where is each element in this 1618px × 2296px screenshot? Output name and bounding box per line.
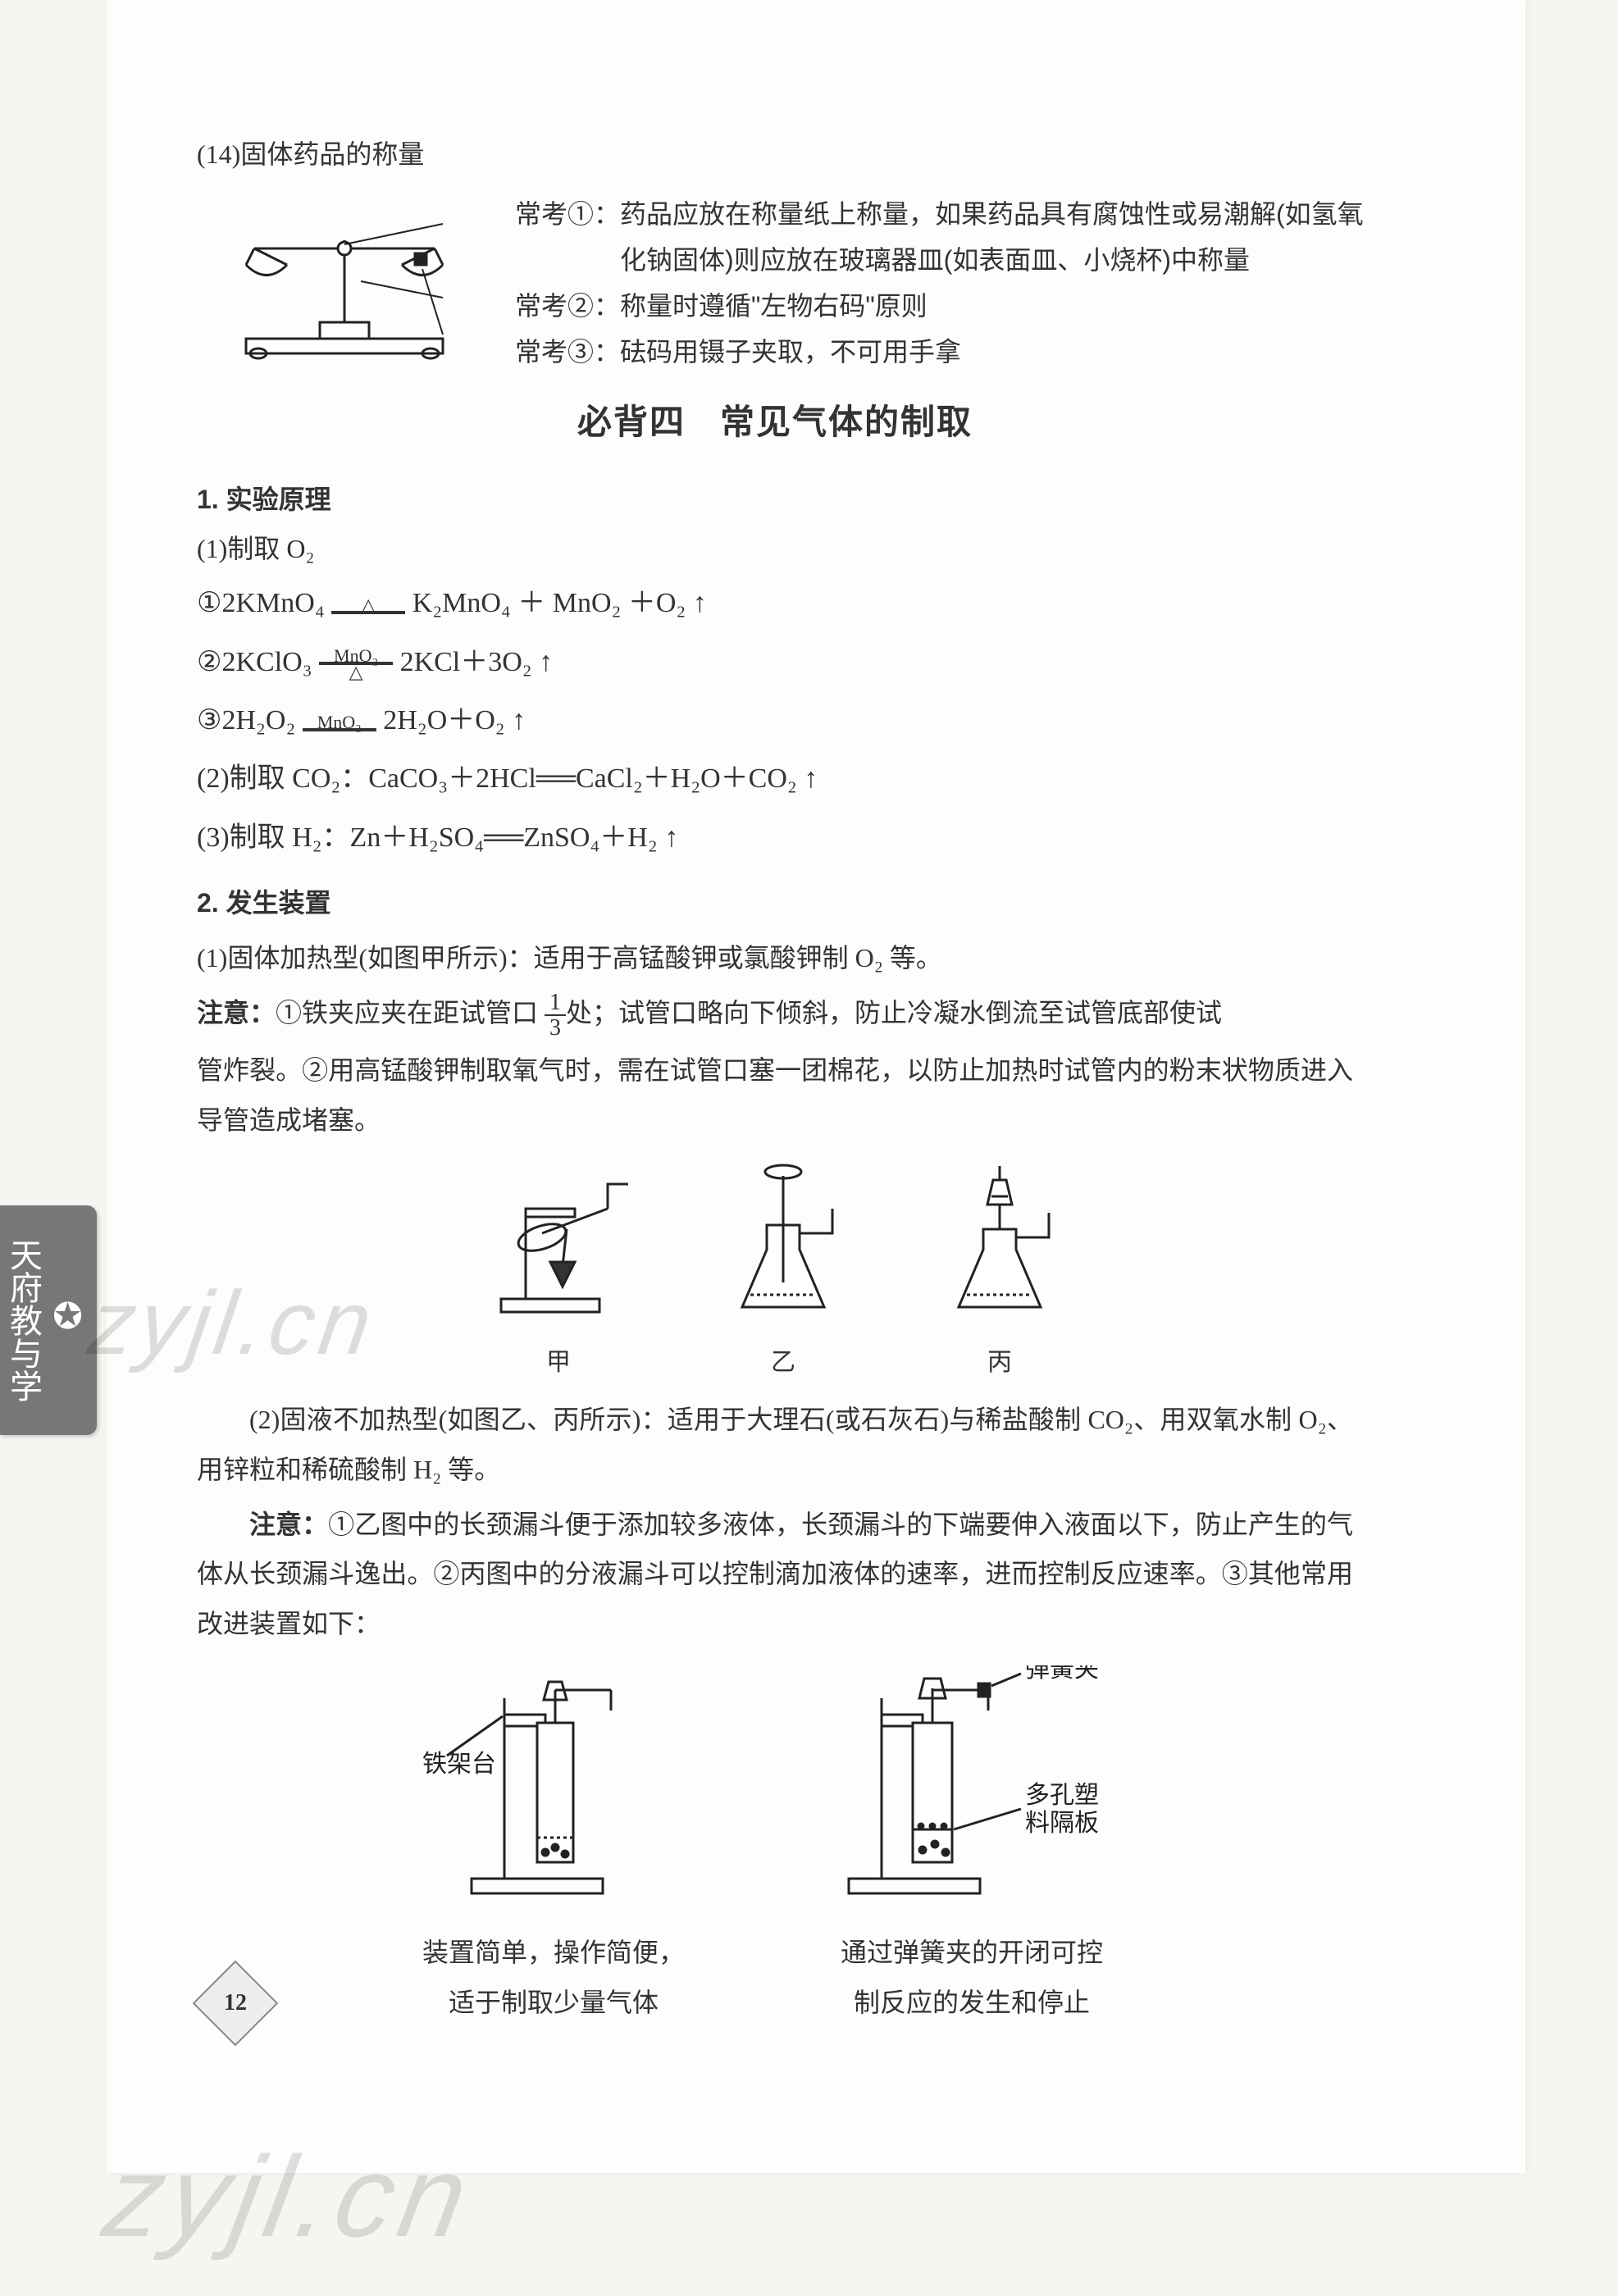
side-tab-text: 天府教与学	[5, 1238, 41, 1402]
improved-left: 铁架台 装置简单，操作简便， 适于制取少量气体	[422, 1665, 685, 2027]
note-a-2a: ①铁夹应夹在距试管口	[276, 998, 538, 1027]
note2-tag: 常考②：	[515, 283, 620, 329]
right-label-1: 弹簧夹	[1025, 1665, 1099, 1683]
eq1-pre: ①2KMnO₄	[197, 588, 325, 618]
eq2-pre: ②2KClO₃	[197, 647, 312, 677]
improved-apparatus-left: 铁架台	[422, 1665, 685, 1911]
equation-3: ③2H₂O₂ MnO₂ 2H₂O＋O₂ ↑	[197, 691, 1378, 749]
balance-notes: 常考①： 药品应放在称量纸上称量，如果药品具有腐蚀性或易潮解(如氢氧化钠固体)则…	[515, 191, 1378, 375]
heading-14: (14)固体药品的称量	[197, 130, 1378, 180]
frac-den: 3	[545, 1016, 566, 1040]
right-cap-1: 通过弹簧夹的开闭可控	[816, 1928, 1128, 1978]
note-b: 注意：①乙图中的长颈漏斗便于添加较多液体，长颈漏斗的下端要伸入液面以下，防止产生…	[197, 1500, 1353, 1649]
title4-a: 必背四	[577, 403, 686, 441]
note1-tag: 常考①：	[515, 191, 620, 283]
title4-b: 常见气体的制取	[720, 403, 973, 441]
eq2-arrow: MnO₂ △	[319, 647, 393, 681]
note-a: 注意：①铁夹应夹在距试管口 1 3 处；试管口略向下倾斜，防止冷凝水倒流至试管底…	[197, 988, 1353, 1041]
side-tab: ✪ 天府教与学	[0, 1205, 97, 1435]
fig-label-c: 丙	[934, 1339, 1065, 1386]
right-cap-2: 制反应的发生和停止	[816, 1978, 1128, 2028]
content: (14)固体药品的称量	[172, 130, 1378, 2027]
improved-devices-row: 铁架台 装置简单，操作简便， 适于制取少量气体	[172, 1665, 1378, 2027]
right-label-2b: 料隔板	[1025, 1810, 1099, 1837]
device-1: (1)固体加热型(如图甲所示)：适用于高锰酸钾或氯酸钾制 O₂ 等。	[197, 933, 1353, 983]
section-title-4: 必背四常见气体的制取	[172, 390, 1378, 455]
note-a-label: 注意：	[197, 998, 276, 1027]
note-2: 常考②： 称量时遵循"左物右码"原则	[515, 283, 1378, 329]
note3-text: 砝码用镊子夹取，不可用手拿	[620, 329, 961, 375]
device-2: (2)固液不加热型(如图乙、丙所示)：适用于大理石(或石灰石)与稀盐酸制 CO₂…	[197, 1395, 1353, 1495]
balance-scale-diagram	[197, 191, 492, 371]
o2-label: (1)制取 O₂	[197, 524, 1378, 574]
note-b-text: ①乙图中的长颈漏斗便于添加较多液体，长颈漏斗的下端要伸入液面以下，防止产生的气体…	[197, 1510, 1353, 1639]
equation-1: ①2KMnO₄ △ K₂MnO₄ ＋ MnO₂ ＋O₂ ↑	[197, 574, 1378, 632]
eq2-post: 2KCl＋3O₂ ↑	[400, 647, 554, 677]
eq2-bot: △	[319, 663, 393, 681]
note1-text: 药品应放在称量纸上称量，如果药品具有腐蚀性或易潮解(如氢氧化钠固体)则应放在玻璃…	[620, 191, 1378, 283]
note2-text: 称量时遵循"左物右码"原则	[620, 283, 928, 329]
eq3-arrow: MnO₂	[303, 713, 376, 731]
page: (14)固体药品的称量	[107, 0, 1525, 2173]
apparatus-yi	[718, 1159, 849, 1323]
bulb-icon: ✪	[47, 1230, 89, 1402]
improved-right: 弹簧夹 多孔塑 料隔板 通过弹簧夹的开闭可控 制反应的发生和停止	[816, 1665, 1128, 2027]
figure-row-abc: 甲 乙 丙	[172, 1159, 1378, 1387]
eq1-post: K₂MnO₄ ＋ MnO₂ ＋O₂ ↑	[412, 588, 707, 618]
left-cap-1: 装置简单，操作简便，	[422, 1928, 685, 1978]
heading-principle: 1. 实验原理	[197, 475, 1378, 525]
note-a-2b: 处；试管口略向下倾斜，防止冷凝水倒流至试管底部使试	[566, 998, 1222, 1027]
fraction: 1 3	[545, 991, 566, 1041]
eq3-post: 2H₂O＋O₂ ↑	[383, 705, 526, 736]
improved-apparatus-right: 弹簧夹 多孔塑 料隔板	[816, 1665, 1128, 1911]
frac-num: 1	[545, 991, 566, 1016]
eq1-arrow: △	[331, 596, 405, 614]
note-1: 常考①： 药品应放在称量纸上称量，如果药品具有腐蚀性或易潮解(如氢氧化钠固体)则…	[515, 191, 1378, 283]
note-b-label: 注意：	[249, 1510, 328, 1539]
equation-2: ②2KClO₃ MnO₂ △ 2KCl＋3O₂ ↑	[197, 633, 1378, 691]
note3-tag: 常考③：	[515, 329, 620, 375]
right-label-2a: 多孔塑	[1025, 1782, 1099, 1809]
fig-label-b: 乙	[718, 1339, 849, 1386]
equation-h2: (3)制取 H₂：Zn＋H₂SO₄══ZnSO₄＋H₂ ↑	[197, 809, 1378, 867]
apparatus-jia	[485, 1159, 632, 1323]
fig-label-a: 甲	[485, 1339, 632, 1386]
note-3: 常考③： 砝码用镊子夹取，不可用手拿	[515, 329, 1378, 375]
note-a-3: 管炸裂。②用高锰酸钾制取氧气时，需在试管口塞一团棉花，以防止加热时试管内的粉末状…	[197, 1046, 1353, 1146]
equation-co2: (2)制取 CO₂：CaCO₃＋2HCl══CaCl₂＋H₂O＋CO₂ ↑	[197, 749, 1378, 808]
balance-figure-row: 常考①： 药品应放在称量纸上称量，如果药品具有腐蚀性或易潮解(如氢氧化钠固体)则…	[197, 191, 1378, 375]
eq3-pre: ③2H₂O₂	[197, 705, 295, 736]
page-number: 12	[224, 1990, 247, 2016]
left-cap-2: 适于制取少量气体	[422, 1978, 685, 2028]
left-label: 铁架台	[422, 1751, 496, 1778]
apparatus-bing	[934, 1159, 1065, 1323]
heading-device: 2. 发生装置	[197, 878, 1378, 928]
